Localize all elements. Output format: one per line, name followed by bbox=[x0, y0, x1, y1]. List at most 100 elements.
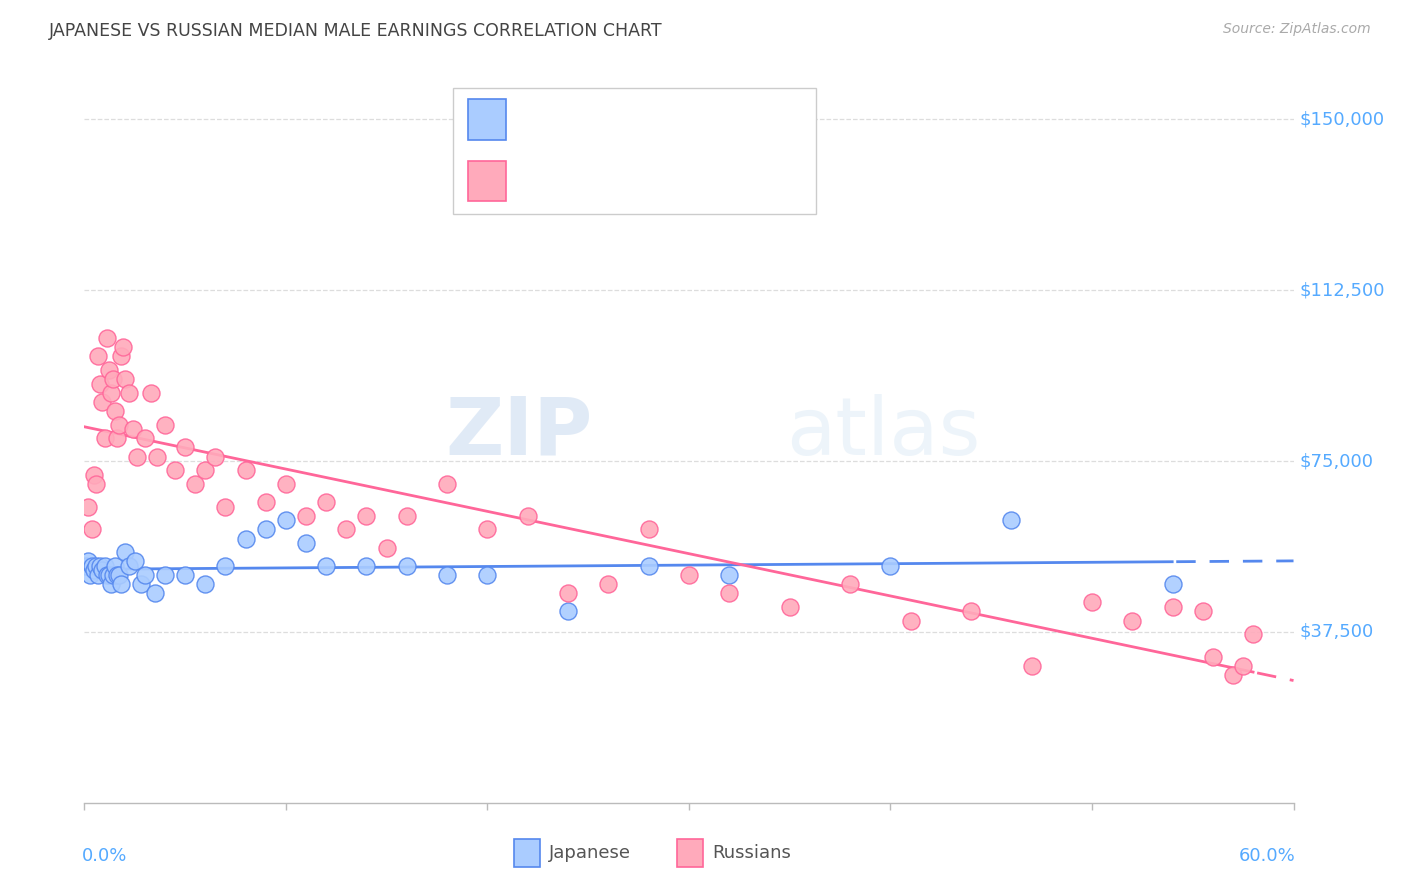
Point bbox=[436, 476, 458, 491]
Point bbox=[194, 463, 217, 477]
Point bbox=[153, 568, 176, 582]
Point bbox=[254, 495, 277, 509]
Point bbox=[91, 564, 114, 578]
Point bbox=[436, 568, 458, 582]
Text: N = 61: N = 61 bbox=[689, 172, 756, 190]
Point bbox=[637, 523, 659, 537]
FancyBboxPatch shape bbox=[453, 88, 815, 214]
Point bbox=[960, 604, 983, 618]
Point bbox=[118, 558, 141, 573]
Point bbox=[134, 568, 156, 582]
Point bbox=[718, 586, 741, 600]
Point bbox=[1192, 604, 1215, 618]
Point bbox=[1232, 659, 1254, 673]
Point bbox=[82, 558, 104, 573]
Point bbox=[91, 395, 114, 409]
Point bbox=[77, 500, 100, 514]
Point bbox=[79, 568, 101, 582]
Point bbox=[214, 558, 236, 573]
Point bbox=[121, 422, 143, 436]
Point bbox=[1021, 659, 1043, 673]
FancyBboxPatch shape bbox=[468, 99, 506, 140]
Point bbox=[395, 508, 418, 523]
FancyBboxPatch shape bbox=[676, 839, 703, 867]
Point bbox=[235, 463, 257, 477]
Point bbox=[114, 545, 136, 559]
Point bbox=[114, 372, 136, 386]
FancyBboxPatch shape bbox=[513, 839, 540, 867]
Point bbox=[315, 495, 337, 509]
Point bbox=[89, 376, 111, 391]
Point bbox=[598, 577, 620, 591]
Point bbox=[75, 558, 97, 573]
Point bbox=[89, 558, 111, 573]
Point bbox=[274, 513, 297, 527]
FancyBboxPatch shape bbox=[468, 161, 506, 202]
Point bbox=[254, 523, 277, 537]
Text: atlas: atlas bbox=[786, 393, 980, 472]
Text: $112,500: $112,500 bbox=[1299, 281, 1385, 299]
Point bbox=[356, 508, 378, 523]
Point bbox=[194, 577, 217, 591]
Point bbox=[165, 463, 187, 477]
Point bbox=[1241, 627, 1264, 641]
Text: ZIP: ZIP bbox=[444, 393, 592, 472]
Point bbox=[134, 431, 156, 445]
Point bbox=[335, 523, 357, 537]
Point bbox=[879, 558, 901, 573]
Text: Japanese: Japanese bbox=[548, 844, 631, 863]
Point bbox=[104, 404, 127, 418]
Point bbox=[637, 558, 659, 573]
Text: R = -0.090: R = -0.090 bbox=[523, 111, 620, 128]
Point bbox=[110, 577, 132, 591]
Point bbox=[118, 385, 141, 400]
Point bbox=[356, 558, 378, 573]
Point bbox=[174, 441, 197, 455]
Point bbox=[129, 577, 152, 591]
Point bbox=[110, 349, 132, 363]
Point bbox=[111, 340, 134, 354]
Point bbox=[557, 604, 579, 618]
Text: $75,000: $75,000 bbox=[1299, 452, 1374, 470]
Point bbox=[146, 450, 169, 464]
Point bbox=[96, 331, 118, 345]
Point bbox=[101, 568, 124, 582]
Point bbox=[139, 385, 162, 400]
Text: R =  -0.376: R = -0.376 bbox=[523, 172, 626, 190]
Point bbox=[107, 417, 129, 432]
Point bbox=[315, 558, 337, 573]
Point bbox=[104, 558, 127, 573]
Point bbox=[1000, 513, 1022, 527]
Point bbox=[779, 599, 801, 614]
Point bbox=[477, 568, 499, 582]
Point bbox=[83, 564, 105, 578]
Text: 60.0%: 60.0% bbox=[1239, 847, 1296, 865]
Point bbox=[395, 558, 418, 573]
Point bbox=[101, 372, 124, 386]
Text: $37,500: $37,500 bbox=[1299, 623, 1374, 641]
Point bbox=[557, 586, 579, 600]
Point bbox=[900, 614, 922, 628]
Point bbox=[678, 568, 700, 582]
Point bbox=[77, 554, 100, 568]
Point bbox=[93, 431, 115, 445]
Point bbox=[82, 523, 104, 537]
Point bbox=[375, 541, 398, 555]
Text: N = 43: N = 43 bbox=[689, 111, 756, 128]
Point bbox=[235, 532, 257, 546]
Text: JAPANESE VS RUSSIAN MEDIAN MALE EARNINGS CORRELATION CHART: JAPANESE VS RUSSIAN MEDIAN MALE EARNINGS… bbox=[49, 22, 662, 40]
Point bbox=[100, 385, 122, 400]
Point bbox=[295, 508, 318, 523]
Point bbox=[1161, 577, 1184, 591]
Point bbox=[1202, 650, 1225, 665]
Point bbox=[97, 363, 120, 377]
Point bbox=[295, 536, 318, 550]
Point bbox=[718, 568, 741, 582]
Point bbox=[100, 577, 122, 591]
Point bbox=[174, 568, 197, 582]
Point bbox=[204, 450, 226, 464]
Point bbox=[105, 431, 128, 445]
Point bbox=[214, 500, 236, 514]
Point bbox=[86, 476, 108, 491]
Point bbox=[97, 568, 120, 582]
